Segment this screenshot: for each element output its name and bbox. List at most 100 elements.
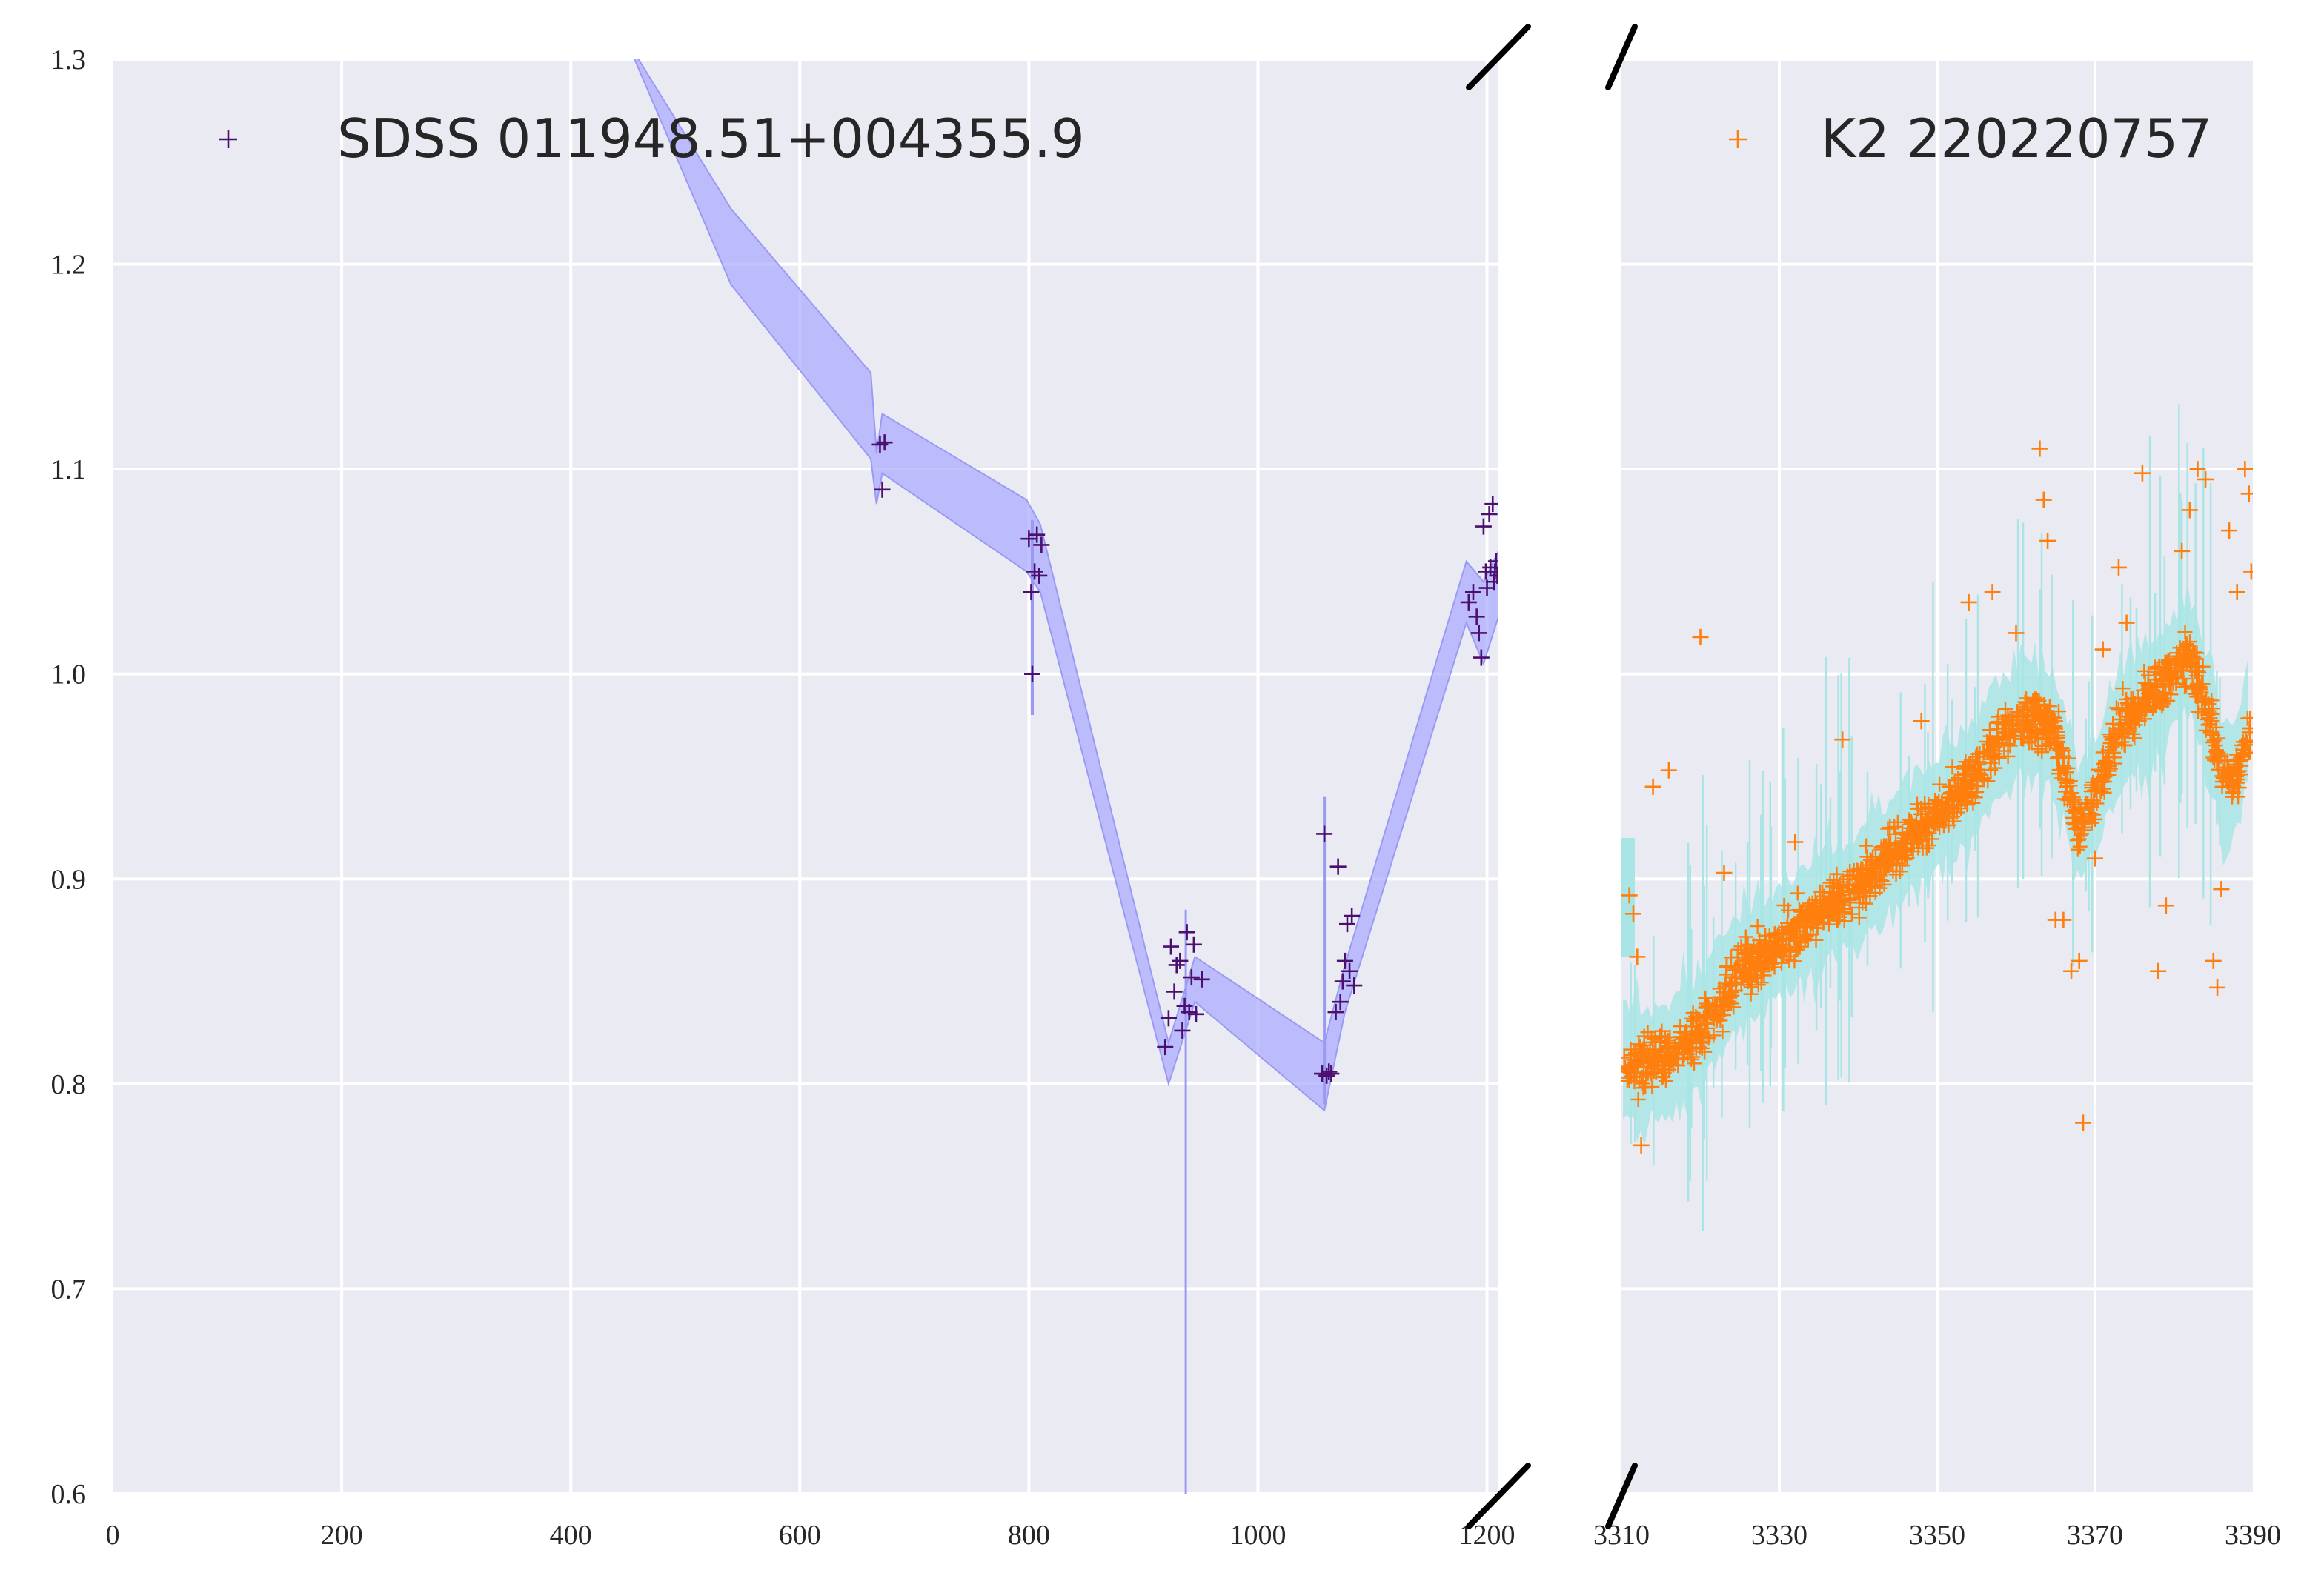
right-data-point (1791, 939, 1807, 954)
left-data-point (1029, 526, 1046, 543)
left-confidence-band (634, 59, 1498, 1112)
right-outlier-point (1624, 905, 1641, 922)
left-data-point (1468, 608, 1485, 625)
right-data-point (2240, 711, 2253, 726)
right-outlier-point (2094, 641, 2111, 658)
right-data-point (2131, 702, 2147, 717)
left-plot-background (113, 59, 1498, 1494)
right-data-point (1942, 779, 1957, 794)
left-data-point (1327, 1004, 1344, 1021)
right-data-point (1813, 909, 1828, 925)
right-data-point (2216, 763, 2231, 779)
left-data-point (1323, 1065, 1340, 1082)
right-data-point (1865, 849, 1881, 865)
right-data-point (1644, 1030, 1659, 1045)
right-outlier-point (1629, 948, 1646, 965)
right-data-point (1865, 872, 1881, 888)
right-data-point (1657, 1062, 1673, 1078)
right-data-point (2225, 776, 2241, 791)
right-data-point (2194, 685, 2209, 700)
right-data-point (1984, 747, 1999, 762)
axis-break-mark (1466, 1463, 1531, 1529)
left-data-point (1470, 625, 1487, 642)
right-data-point (2000, 725, 2016, 741)
right-data-point (2202, 725, 2218, 740)
right-data-point (2231, 753, 2247, 768)
right-data-point (1631, 1037, 1647, 1052)
right-data-point (1635, 1076, 1650, 1091)
right-data-point (1890, 840, 1906, 856)
right-data-point (1991, 751, 2007, 766)
right-outlier-point (1633, 1137, 1650, 1154)
right-data-point (1826, 878, 1842, 894)
axis-break-marks (1466, 24, 1638, 1529)
right-data-point (2025, 693, 2041, 708)
right-panel: 3310 3330 3350 3370 3390 (1593, 58, 2281, 1551)
right-data-point (1750, 977, 1766, 993)
left-data-point (1193, 971, 1210, 988)
right-data-point (1844, 906, 1859, 922)
right-outlier-point (2035, 491, 2052, 508)
right-data-point (2102, 759, 2117, 774)
left-data-point (1163, 938, 1179, 955)
right-data-point (2002, 728, 2018, 743)
left-data-point (1481, 505, 1498, 522)
right-data-point (1738, 929, 1753, 945)
right-data-point (2038, 716, 2054, 732)
right-data-point (2153, 671, 2168, 687)
right-data-point (1740, 966, 1756, 982)
right-data-point (2114, 734, 2130, 750)
right-data-point (1809, 899, 1825, 915)
right-data-point (1841, 877, 1856, 893)
right-data-point (1740, 937, 1756, 952)
right-data-point (2022, 735, 2037, 751)
x-tick-label: 800 (1008, 1520, 1050, 1551)
left-data-point (1033, 536, 1050, 553)
right-data-point (2191, 704, 2206, 719)
right-data-point (1785, 922, 1801, 937)
left-legend-label: SDSS 011948.51+004355.9 (337, 107, 1085, 170)
right-data-point (1793, 904, 1809, 919)
left-data-point (1484, 496, 1498, 513)
right-outlier-point (2075, 1114, 2092, 1131)
right-data-point (1685, 1034, 1701, 1049)
right-data-point (2140, 680, 2156, 696)
left-data-point (1341, 962, 1358, 979)
right-data-point (1829, 866, 1845, 882)
left-data-point (1188, 1005, 1204, 1022)
left-data-point (1183, 969, 1200, 986)
right-data-point (1626, 1052, 1641, 1068)
right-outlier-point (2039, 532, 2056, 549)
right-data-point (1736, 965, 1752, 980)
right-data-point (1983, 749, 1999, 765)
right-data-point (1940, 794, 1956, 809)
right-data-point (2214, 749, 2229, 765)
left-data-point (1321, 1063, 1338, 1080)
right-data-point (1677, 1025, 1693, 1041)
right-data-point (1624, 1059, 1640, 1074)
right-data-point (1859, 838, 1874, 854)
left-data-layer (634, 59, 1498, 1494)
right-data-point (2148, 698, 2164, 713)
right-data-point (1905, 832, 1920, 848)
right-data-point (1946, 791, 1962, 806)
right-data-point (2220, 766, 2235, 782)
right-data-point (2059, 775, 2075, 791)
right-data-point (1756, 968, 1772, 983)
right-data-point (1868, 856, 1884, 872)
right-data-point (1965, 795, 1981, 811)
right-data-point (1639, 1055, 1655, 1071)
right-data-point (1728, 960, 1744, 976)
right-data-point (1914, 814, 1930, 830)
right-data-point (1805, 920, 1821, 936)
right-data-point (2205, 727, 2221, 742)
right-data-point (1851, 910, 1867, 925)
right-data-point (1787, 954, 1802, 969)
right-data-point (1761, 948, 1776, 964)
right-data-point (2019, 696, 2034, 711)
right-data-points (1621, 440, 2253, 1154)
right-data-point (2086, 793, 2102, 808)
right-outlier-point (2150, 962, 2167, 979)
right-data-point (1904, 816, 1919, 832)
